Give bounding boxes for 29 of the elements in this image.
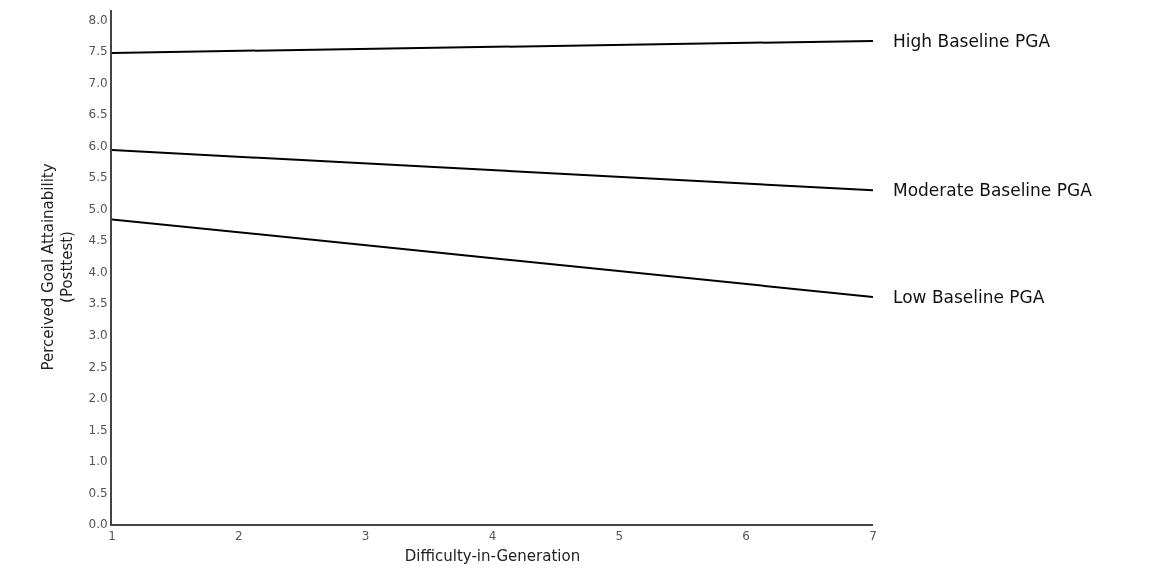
series-label: High Baseline PGA: [893, 31, 1051, 51]
y-tick-label: 5.5: [88, 170, 108, 185]
y-tick-label: 3.5: [88, 296, 108, 311]
x-tick-label: 3: [361, 529, 370, 544]
y-tick-label: 2.0: [88, 391, 108, 406]
y-tick-label: 8.0: [88, 12, 108, 27]
y-tick-label: 6.5: [88, 107, 108, 122]
y-tick-label: 1.5: [88, 422, 108, 437]
y-tick-label: 2.5: [88, 359, 108, 374]
y-tick-label: 7.0: [88, 75, 108, 90]
series-label: Moderate Baseline PGA: [893, 180, 1093, 200]
y-tick-label: 5.0: [88, 201, 108, 216]
y-tick-label: 6.0: [88, 138, 108, 153]
y-tick-label: 1.0: [88, 454, 108, 469]
x-tick-label: 2: [235, 529, 243, 544]
y-tick-label: 7.5: [88, 44, 108, 59]
x-tick-label: 4: [488, 529, 497, 544]
x-tick-label: 6: [742, 529, 750, 544]
y-tick-label: 3.0: [88, 328, 108, 342]
y-tick-label: 4.5: [88, 233, 108, 248]
y-axis-title: Perceived Goal Attainability (Posttest): [38, 163, 77, 371]
x-tick-label: 1: [108, 529, 116, 544]
y-tick-label: 0.5: [88, 485, 108, 500]
x-tick-label: 7: [869, 529, 877, 544]
y-tick-label: 4.0: [88, 264, 108, 279]
series-label: Low Baseline PGA: [893, 287, 1045, 307]
x-axis-title: Difficulty-in-Generation: [404, 546, 581, 565]
x-tick-label: 5: [615, 529, 624, 544]
y-tick-label: 0.0: [88, 517, 108, 532]
